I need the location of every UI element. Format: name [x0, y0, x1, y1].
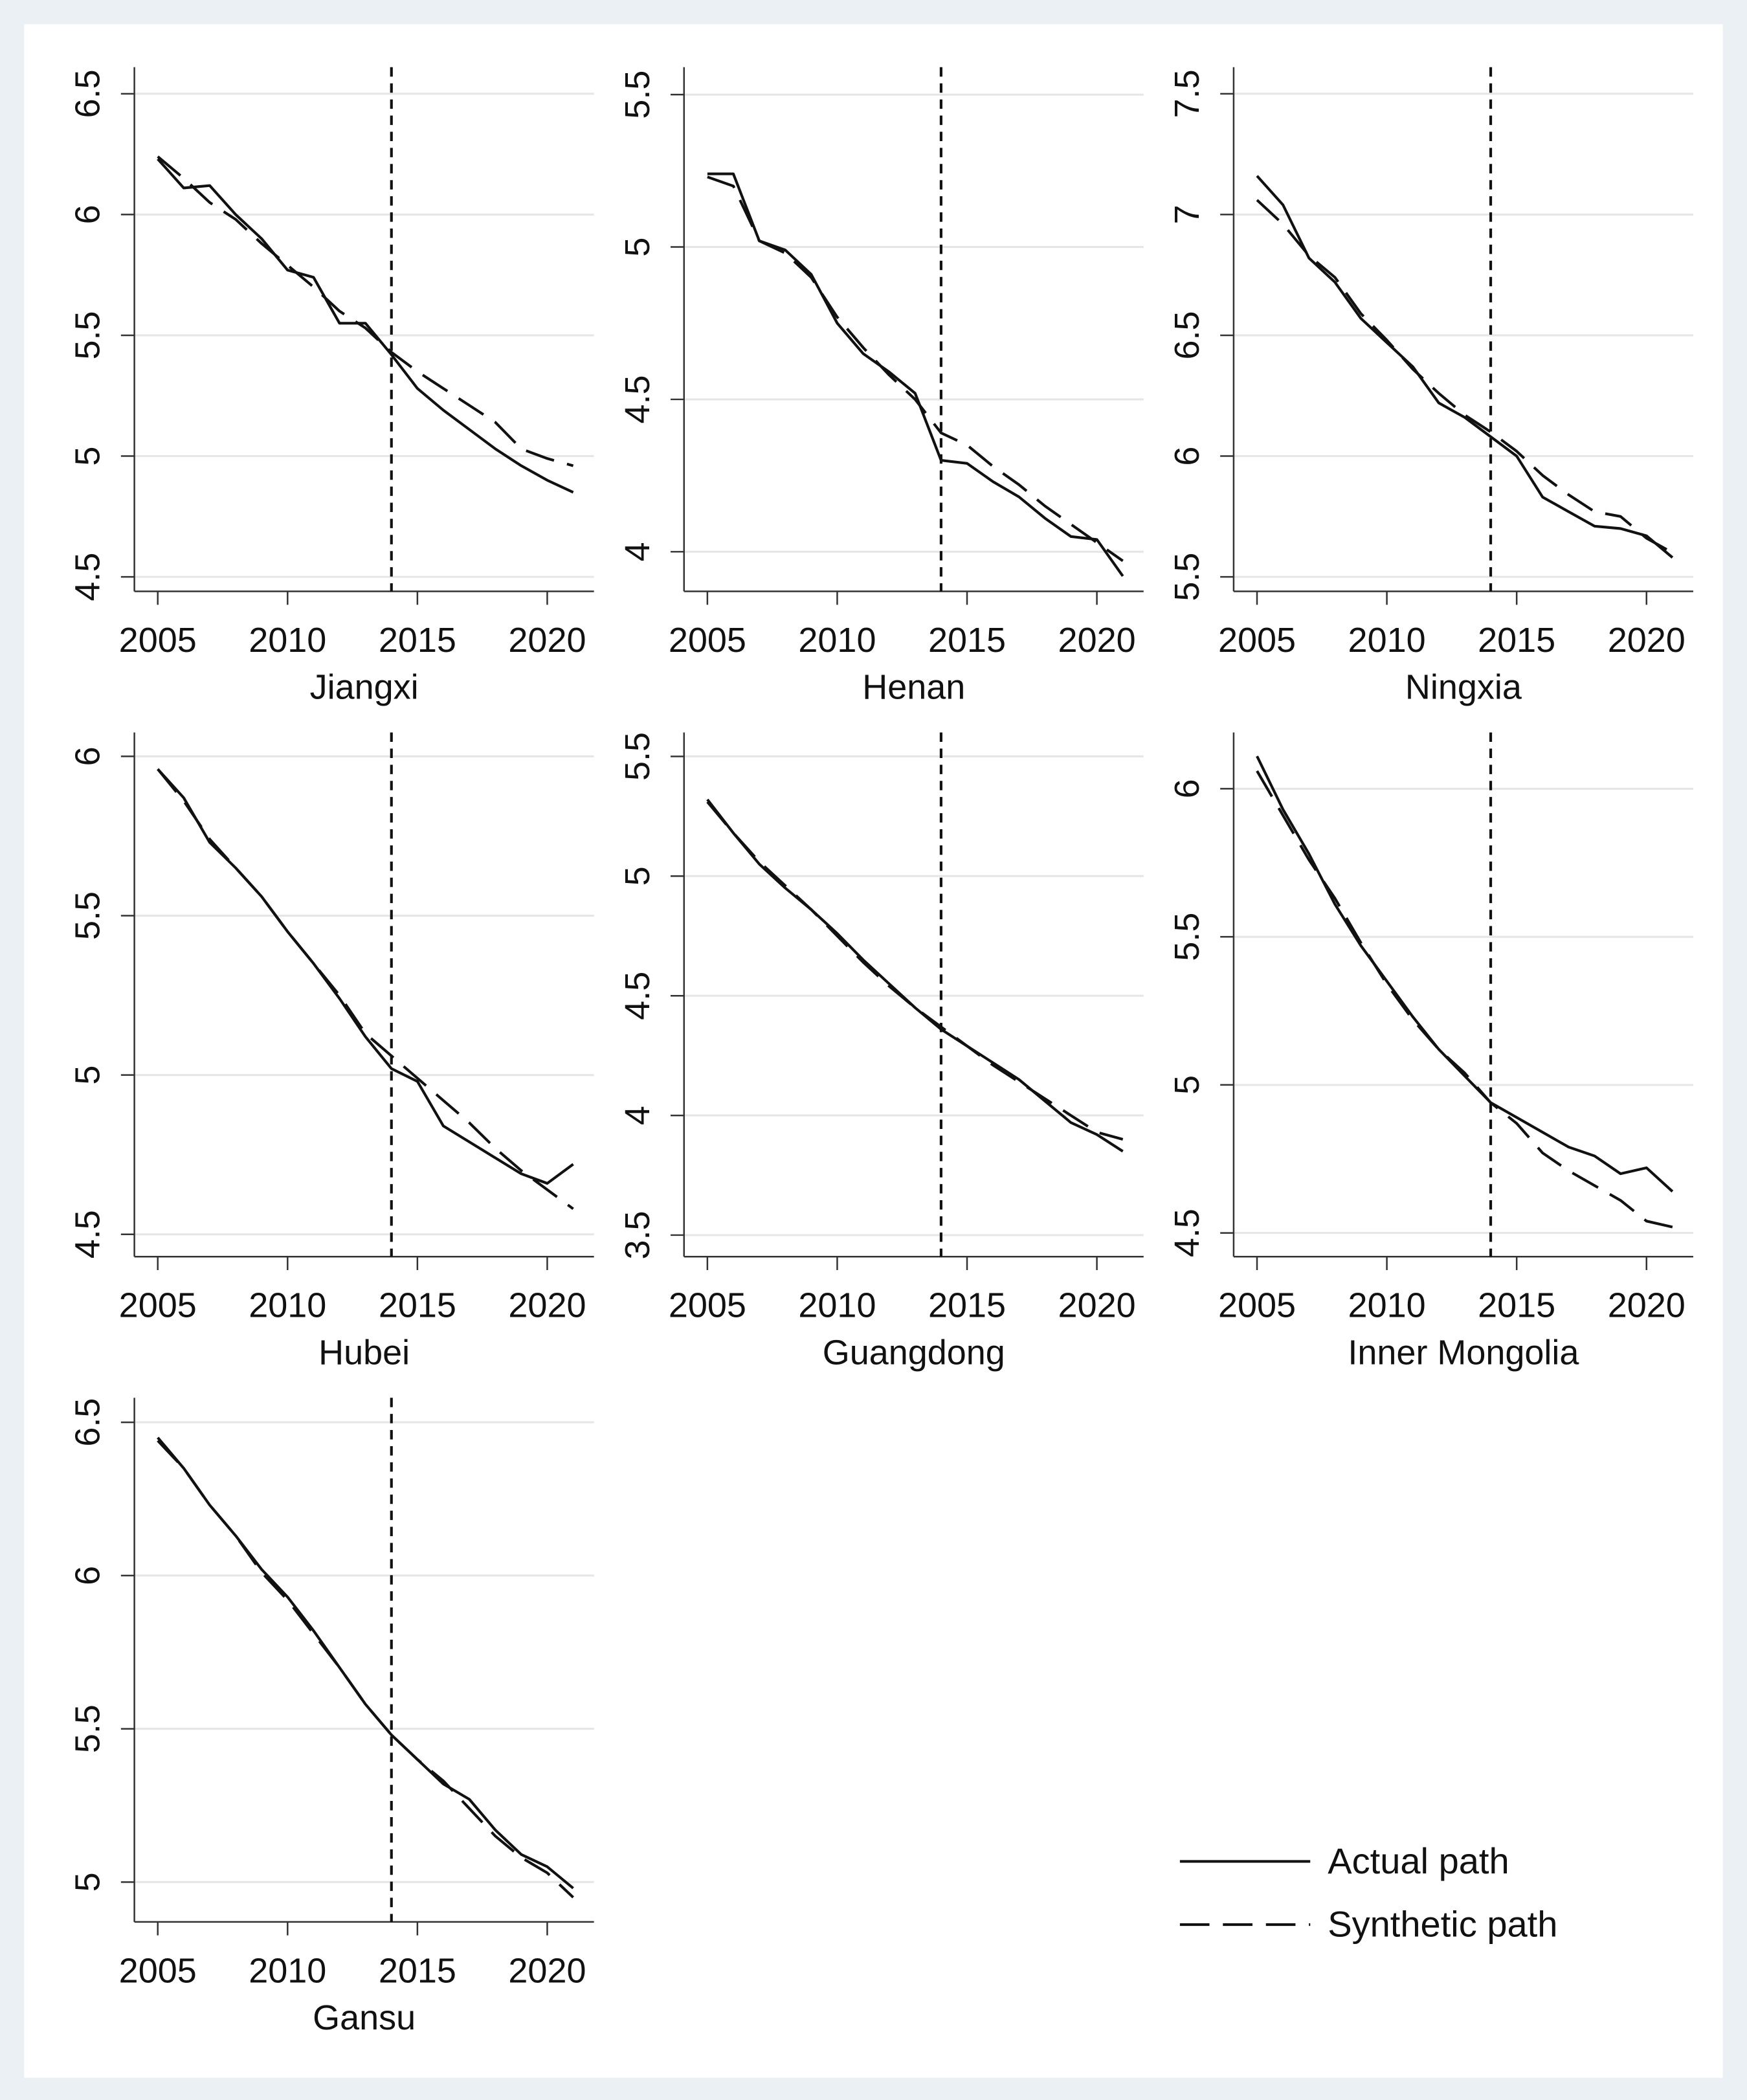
y-tick-label: 5.5	[1168, 553, 1207, 601]
y-tick-label: 6	[1168, 779, 1207, 798]
y-tick-label: 5.5	[618, 732, 657, 781]
x-tick-label: 2005	[669, 621, 746, 660]
y-tick-label: 5.5	[69, 1704, 107, 1753]
y-tick-label: 5	[69, 1066, 107, 1085]
x-tick-label: 2015	[1478, 1286, 1555, 1325]
plot-area	[684, 67, 1144, 592]
x-tick-label: 2015	[379, 1951, 456, 1990]
actual-line	[707, 172, 1124, 577]
x-tick-label: 2020	[1608, 1286, 1686, 1325]
actual-line	[157, 158, 574, 494]
x-tick-label: 2015	[379, 621, 456, 660]
x-tick-label: 2020	[1608, 621, 1686, 660]
x-tick-label: 2005	[119, 1951, 197, 1990]
x-tick-label: 2010	[1348, 621, 1426, 660]
actual-line	[706, 798, 1124, 1153]
synthetic-line	[1256, 199, 1673, 554]
y-tick-label: 4.5	[69, 1210, 107, 1258]
y-tick-label: 6	[1168, 447, 1207, 466]
y-tick-label: 5.5	[69, 311, 107, 359]
y-tick-label: 6	[69, 1566, 107, 1585]
y-tick-label: 5	[618, 866, 657, 886]
x-tick-label: 2010	[249, 1951, 326, 1990]
y-tick-label: 4.5	[618, 375, 657, 423]
y-tick-label: 5.5	[1168, 913, 1207, 961]
x-tick-label: 2020	[508, 621, 586, 660]
x-tick-label: 2005	[119, 621, 197, 660]
x-axis-title: Henan	[862, 668, 965, 707]
y-tick-label: 4	[618, 542, 657, 561]
y-tick-label: 4.5	[1168, 1209, 1207, 1257]
y-tick-label: 4	[618, 1106, 657, 1125]
x-tick-label: 2010	[798, 1286, 876, 1325]
x-tick-label: 2005	[1218, 621, 1296, 660]
plot-area	[134, 732, 594, 1257]
x-tick-label: 2015	[928, 621, 1006, 660]
x-tick-label: 2010	[798, 621, 876, 660]
x-tick-label: 2020	[508, 1951, 586, 1990]
x-axis-title: Ningxia	[1405, 668, 1522, 707]
y-tick-label: 5	[1168, 1075, 1207, 1095]
x-tick-label: 2020	[1058, 1286, 1136, 1325]
y-tick-label: 7	[1168, 205, 1207, 224]
synthetic-line	[157, 768, 574, 1211]
synthetic-line	[707, 175, 1124, 563]
y-tick-label: 5.5	[618, 71, 657, 119]
y-tick-label: 5	[618, 238, 657, 257]
x-tick-label: 2005	[1218, 1286, 1296, 1325]
synthetic-line	[157, 1440, 574, 1899]
y-tick-label: 3.5	[618, 1211, 657, 1259]
y-tick-label: 4.5	[69, 553, 107, 601]
plot-area	[1233, 732, 1693, 1257]
x-axis-title: Guangdong	[823, 1333, 1005, 1372]
plot-area	[684, 732, 1144, 1257]
x-tick-label: 2015	[1478, 621, 1555, 660]
synthetic-line	[1256, 770, 1673, 1229]
x-tick-label: 2010	[249, 621, 326, 660]
legend-label: Synthetic path	[1328, 1904, 1557, 1945]
x-tick-label: 2020	[1058, 621, 1136, 660]
synthetic-line	[706, 801, 1124, 1141]
plot-area	[134, 67, 594, 592]
y-tick-label: 6	[69, 746, 107, 766]
x-axis-title: Jiangxi	[310, 668, 419, 707]
x-tick-label: 2015	[379, 1286, 456, 1325]
x-tick-label: 2015	[928, 1286, 1006, 1325]
y-tick-label: 5	[69, 1872, 107, 1892]
plot-area	[1233, 67, 1693, 592]
x-axis-title: Gansu	[313, 1998, 416, 2037]
x-tick-label: 2010	[249, 1286, 326, 1325]
x-tick-label: 2005	[119, 1286, 197, 1325]
x-axis-title: Hubei	[318, 1333, 410, 1372]
plot-area	[134, 1398, 594, 1922]
x-axis-title: Inner Mongolia	[1348, 1333, 1579, 1372]
y-tick-label: 6.5	[69, 1398, 107, 1447]
y-tick-label: 5	[69, 447, 107, 466]
x-tick-label: 2005	[669, 1286, 746, 1325]
y-tick-label: 4.5	[618, 972, 657, 1020]
actual-line	[1256, 175, 1674, 559]
y-tick-label: 6.5	[69, 69, 107, 118]
legend-label: Actual path	[1328, 1840, 1509, 1881]
x-tick-label: 2010	[1348, 1286, 1426, 1325]
x-tick-label: 2020	[508, 1286, 586, 1325]
y-tick-label: 6	[69, 205, 107, 224]
y-tick-label: 6.5	[1168, 311, 1207, 359]
y-tick-label: 7.5	[1168, 69, 1207, 118]
y-tick-label: 5.5	[69, 891, 107, 940]
synthetic-line	[157, 155, 574, 467]
